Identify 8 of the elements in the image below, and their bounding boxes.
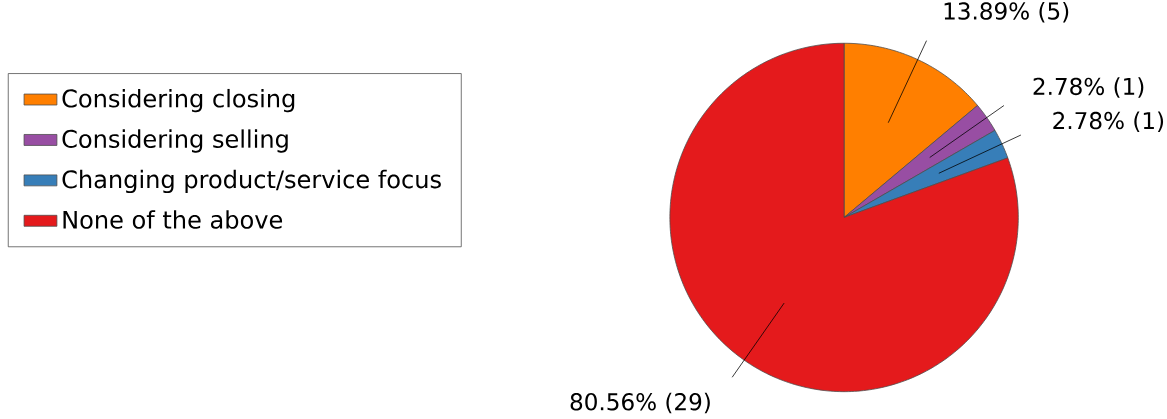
data-label: 13.89% (5) bbox=[944, 2, 1069, 23]
legend-label: Considering selling bbox=[62, 129, 288, 153]
data-label: 2.78% (1) bbox=[1053, 111, 1164, 133]
legend-label: None of the above bbox=[63, 210, 283, 230]
legend-label: Considering closing bbox=[62, 89, 295, 113]
legend-label: Changing product/service focus bbox=[62, 169, 441, 194]
data-label: 2.78% (1) bbox=[1033, 77, 1144, 99]
data-label: 80.56% (29) bbox=[570, 392, 710, 414]
